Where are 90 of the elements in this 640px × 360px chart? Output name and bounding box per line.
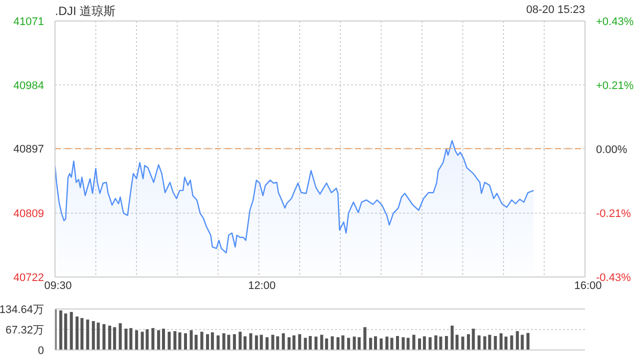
bar [108,326,112,350]
bar [325,338,328,350]
bar [500,333,503,350]
bar [510,335,514,350]
bar [422,336,426,350]
bar [336,337,340,350]
bar [369,338,372,350]
bar [70,312,73,350]
bar [282,333,285,350]
bar [124,328,128,350]
bar [385,336,388,350]
bar [173,331,176,350]
x-tick-label: 12:00 [248,280,276,292]
bar [178,332,182,350]
bar [406,338,410,350]
bar [129,328,132,350]
bar [341,335,344,350]
bar [494,336,497,350]
bar [456,334,459,350]
bar [292,335,296,350]
y-tick-label: 67.32万 [5,324,44,336]
y-tick-label: 40984 [13,80,44,92]
bar [96,322,100,350]
y-tick-label: 0 [38,345,44,357]
bar [461,336,464,350]
bar [266,337,269,350]
bar [151,328,154,350]
bar [232,334,236,350]
y2-tick-label: +0.43% [596,16,634,28]
y2-tick-label: +0.21% [596,80,634,92]
bar [396,336,400,350]
y-tick-label: 40722 [13,272,44,284]
bar [102,324,106,350]
bar [390,338,394,350]
bar [135,330,138,350]
bar [418,338,422,350]
bar [504,336,508,350]
bar [380,338,383,350]
bar [184,333,188,350]
bar [314,336,318,350]
bar [363,327,366,350]
y2-tick-label: 0.00% [596,144,628,156]
y-tick-label: 40897 [13,144,44,156]
bar [298,334,302,350]
y-tick-label: 40809 [13,208,44,220]
bar [194,334,198,350]
bar [157,330,160,350]
bar [210,332,214,350]
bar [118,323,122,350]
bar [526,332,530,350]
bar [412,334,416,350]
bar [520,334,524,350]
bar [216,335,220,350]
bar [330,336,334,350]
bar [249,333,252,350]
bar [478,335,481,350]
text: 08-20 15:23 [526,4,585,16]
bar [113,327,116,350]
x-tick-label: 16:00 [574,280,602,292]
bar [444,336,448,350]
bar [200,332,204,350]
bar [206,334,210,350]
bar [260,334,263,350]
bar [472,328,475,350]
y2-tick-label: -0.21% [596,208,632,220]
bar [168,332,171,350]
bar [450,326,454,350]
bar [80,318,84,350]
bar [428,337,432,350]
bar [466,334,470,350]
bar [254,335,258,350]
bar [516,331,519,350]
y-tick-label: 134.64万 [0,304,44,316]
bar [162,328,165,350]
bar [76,316,79,350]
x-tick-label: 09:30 [44,280,72,292]
bar [244,336,247,350]
bar [238,332,242,350]
bar [190,330,193,350]
bar [347,338,350,350]
bar [288,337,291,350]
chart-title: .DJI 道琼斯 [55,3,116,20]
bar [402,337,405,350]
y-tick-label: 41071 [13,16,44,28]
bar [92,321,95,350]
bar [304,338,307,350]
bar [86,320,90,350]
bar [308,336,312,350]
bar [320,334,324,350]
bar [374,336,377,350]
